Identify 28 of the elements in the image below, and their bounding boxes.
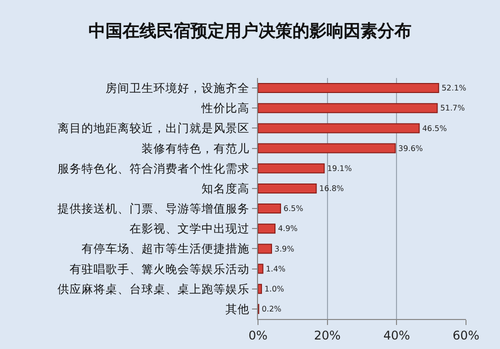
x-tick-label: 40%	[383, 328, 410, 342]
bar	[258, 264, 264, 274]
y-tick-label: 供应麻将桌、台球桌、桌上跑等娱乐	[58, 282, 250, 296]
y-tick-label: 提供接送机、门票、导游等增值服务	[58, 202, 250, 216]
bar	[258, 284, 262, 294]
bar	[258, 123, 420, 134]
y-tick-label: 其他	[226, 302, 250, 316]
y-tick-label: 有驻唱歌手、篝火晚会等娱乐活动	[70, 262, 250, 276]
bar	[258, 204, 282, 214]
y-tick-label: 性价比高	[200, 101, 250, 116]
y-tick-label: 离目的地距离较近，出门就是风景区	[58, 121, 250, 136]
bar	[258, 244, 272, 254]
bar	[258, 183, 317, 194]
x-tick-label: 20%	[314, 328, 341, 342]
y-tick-label: 有停车场、超市等生活便捷措施	[82, 242, 250, 256]
x-tick-label: 60%	[452, 328, 480, 342]
y-tick-label: 服务特色化、符合消费者个性化需求	[58, 161, 250, 176]
bar	[258, 83, 440, 94]
x-tick-label: 0%	[248, 328, 268, 342]
bar	[258, 163, 325, 174]
y-tick-label: 装修有特色，有范儿	[142, 141, 250, 156]
y-tick-label: 房间卫生环境好，设施齐全	[106, 81, 250, 96]
bar	[258, 224, 276, 234]
bar	[258, 103, 438, 114]
y-tick-label: 知名度高	[202, 181, 250, 196]
y-tick-label: 在影视、文学中出现过	[130, 222, 250, 236]
bar	[258, 143, 396, 154]
chart-title: 中国在线民宿预定用户决策的影响因素分布	[88, 21, 412, 42]
